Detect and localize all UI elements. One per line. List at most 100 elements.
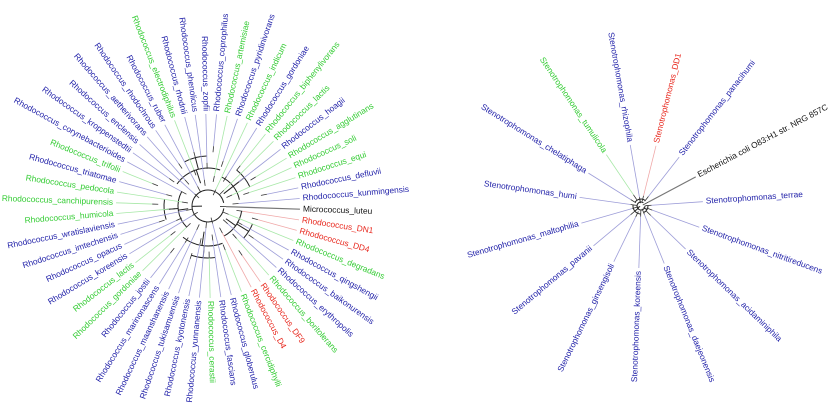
right-branch-stenotrophomonas-koreensis — [639, 216, 641, 267]
right-tip-stub — [633, 195, 636, 200]
left-branch-rhodococcus-lactis — [224, 141, 274, 190]
left-inner-stem — [196, 170, 200, 183]
right-leaf-label: Stenotrophomonas_maltophilia — [466, 218, 580, 260]
left-branch-rhodococcus-dn1 — [242, 211, 299, 220]
left-branch-rhodococcus-pedocola — [117, 192, 182, 202]
left-inner-stem — [195, 158, 198, 170]
right-tip-stub — [631, 211, 636, 215]
right-leaf-label: Stenotrophomonas_daejeonensis — [661, 264, 717, 383]
right-leaf-label: Stenotrophomonas_nitritireducens — [701, 223, 824, 276]
left-branch-rhodococcus-kyotonensis — [189, 244, 200, 296]
left-branch-rhodococcus-ruber — [165, 125, 198, 187]
left-tip-stub — [182, 202, 188, 203]
left-tip-stub — [221, 161, 223, 167]
left-tip-stub — [236, 166, 240, 171]
left-tip-stub — [200, 238, 201, 244]
left-inner-stem — [226, 219, 236, 226]
left-tip-stub — [251, 177, 256, 180]
left-tip-stub — [152, 184, 158, 186]
left-branch-rhodococcus-jostii — [151, 253, 171, 278]
left-tip-stub — [206, 222, 207, 228]
left-tip-stub — [194, 152, 196, 158]
right-branch-stenotrophomonas-nitritireducens — [652, 210, 699, 227]
left-tip-stub — [220, 190, 224, 194]
right-branch-stenotrophomonas-dd1 — [644, 146, 656, 196]
left-branch-rhodococcus-cercidiphylli — [225, 250, 241, 292]
right-tip-stub — [645, 197, 649, 202]
left-tip-stub — [239, 250, 242, 255]
left-tip-stub — [212, 235, 213, 241]
left-tip-stub — [236, 210, 242, 211]
right-branch-stenotrophomonas-maltophilia — [581, 208, 632, 223]
left-branch-rhodococcus-coprophilus — [214, 114, 217, 146]
left-inner-stem — [202, 232, 204, 246]
left-tip-stub — [198, 186, 201, 191]
left-tip-stub — [171, 248, 175, 253]
right-branch-stenotrophomonas-chelatiphaga — [588, 173, 630, 199]
left-tip-stub — [185, 180, 189, 185]
left-leaf-label: Rhodococcus_canchipurensis — [2, 193, 114, 207]
left-tip-stub — [220, 228, 223, 233]
left-tip-stub — [213, 146, 214, 152]
right-leaf-label: Stenotrophomonas_panacihumi — [676, 58, 757, 157]
right-branch-stenotrophomonas-ginsengisoli — [614, 217, 636, 262]
right-branch-stenotrophomonas-humi — [580, 197, 631, 204]
left-branch-rhodococcus-imtechensis — [121, 222, 159, 234]
left-tip-stub — [211, 218, 213, 224]
left-tip-stub — [223, 220, 227, 224]
left-branch-rhodococcus-gordoniae — [143, 228, 187, 271]
left-tip-stub — [249, 235, 254, 238]
right-branch-escherichia-coli-o83-h1-str-nrg-857c — [648, 177, 696, 202]
left-branch-micrococcus-luteu — [226, 207, 300, 210]
right-branch-stenotrophomonas-terrae — [651, 202, 702, 206]
right-tip-stub — [646, 211, 650, 215]
left-leaf-label: Rhodococcus_cerastii — [206, 301, 218, 383]
left-tip-stub — [186, 223, 190, 227]
left-tip-stub — [159, 220, 165, 222]
right-leaf-label: Stenotrophomonas_tumulicola — [538, 55, 610, 155]
right-branch-stenotrophomonas-panacihumi — [648, 157, 679, 196]
left-branch-rhodococcus-equi — [249, 178, 295, 193]
left-branch-rhodococcus-enclensis — [140, 144, 195, 194]
left-branch-rhodococcus-cerastii — [209, 258, 210, 298]
left-tip-stub — [213, 176, 214, 182]
left-branch-rhodococcus-biphenylivorans — [240, 134, 265, 166]
right-inner-arc — [637, 202, 645, 210]
right-tip-stub — [631, 200, 636, 203]
left-leaf-label: Rhodococcus_zopfii — [200, 36, 212, 111]
left-branch-rhodococcus-kunmingensis — [239, 199, 300, 204]
right-leaf-label: Stenotrophomonas_acidaminiphila — [685, 247, 785, 344]
left-inner-stem — [224, 186, 233, 193]
left-branch-rhodococcus-triatomae — [119, 182, 166, 195]
right-leaf-label: Stenotrophomonas_chelatiphaga — [479, 102, 589, 176]
right-leaf-label: Stenotrophomonas_humi — [483, 178, 577, 201]
left-tip-stub — [234, 182, 239, 186]
left-tip-stub — [171, 231, 176, 235]
left-tip-stub — [223, 245, 225, 251]
left-branch-rhodococcus-canchipurensis — [116, 203, 152, 204]
left-branch-rhodococcus-degradans — [229, 214, 294, 240]
right-tip-stub — [631, 205, 637, 206]
right-leaf-label: Stenotrophomonas_pavanii — [509, 243, 594, 316]
left-tip-stub — [181, 191, 186, 194]
left-tip-stub — [179, 164, 182, 169]
right-leaf-label: Stenotrophomonas_rhizophila — [606, 31, 635, 143]
left-branch-rhodococcus-artemisiae — [214, 116, 227, 176]
right-branch-stenotrophomonas-daejeonensis — [644, 214, 664, 263]
left-tree-rhodococcus: Micrococcus_luteuRhodococcus_DN1Rhodococ… — [2, 13, 410, 403]
left-branch-rhodococcus-indicum — [216, 123, 248, 190]
left-branch-rhodococcus-humicola — [116, 209, 169, 213]
left-branch-rhodococcus-rhodnii — [185, 117, 194, 152]
left-tip-stub — [204, 180, 205, 186]
left-tip-stub — [197, 224, 200, 229]
left-tip-stub — [169, 179, 174, 182]
left-tip-stub — [223, 212, 229, 214]
right-leaf-label: Stenotrophomonas_koreensis — [629, 271, 643, 383]
left-tip-stub — [243, 193, 249, 195]
left-branch-rhodococcus-zopfii — [206, 114, 207, 163]
left-tip-stub — [233, 234, 237, 239]
left-branch-rhodococcus-aetherivorans — [147, 137, 185, 180]
right-leaf-label: Stenotrophomonas_terrae — [705, 189, 803, 206]
